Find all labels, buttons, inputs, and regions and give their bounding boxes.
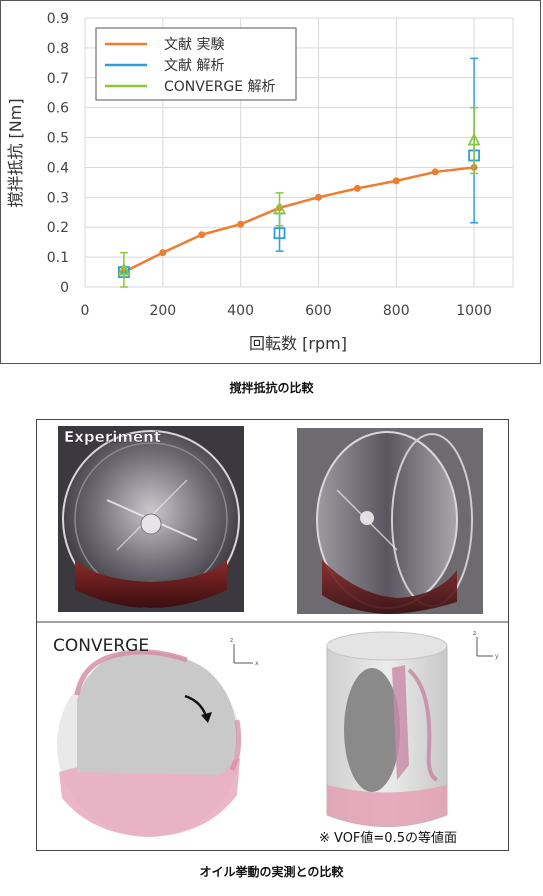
y-tick-label: 0.1 — [47, 250, 69, 266]
series-0-point — [314, 193, 322, 201]
svg-text:x: x — [255, 660, 259, 667]
figure1-caption: 撹拌抵抗の比較 — [229, 381, 314, 395]
y-axis-label: 撹拌抵抗 [Nm] — [6, 98, 25, 207]
y-tick-label: 0.4 — [47, 160, 69, 176]
legend-label-literature-analysis: 文献 解析 — [164, 58, 224, 74]
x-tick-label: 200 — [149, 303, 176, 319]
converge-simulation-oblique — [326, 631, 448, 827]
experiment-photo-front — [58, 426, 244, 612]
series-0-point — [198, 231, 206, 239]
chart-frame: 0 0.1 0.2 0.3 0.4 0.5 0.6 0.7 0.8 0.9 0 200 400 600 80… — [0, 0, 541, 364]
series-1-point — [273, 227, 286, 240]
stirring-resistance-chart: 0 0.1 0.2 0.3 0.4 0.5 0.6 0.7 0.8 0.9 0 200 400 600 80… — [6, 11, 514, 353]
series-2-point — [117, 262, 131, 276]
figure2-caption: オイル挙動の実測との比較 — [199, 865, 344, 879]
series-2-point — [273, 201, 287, 215]
y-tick-label: 0.8 — [47, 41, 69, 57]
x-tick-label: 600 — [305, 303, 332, 319]
series-0-point — [353, 184, 361, 192]
series-0-point — [392, 177, 400, 185]
legend-label-experiment: 文献 実験 — [164, 37, 224, 53]
x-axis-label: 回転数 [rpm] — [249, 334, 347, 353]
experiment-label: Experiment — [64, 428, 161, 446]
converge-simulation-front — [57, 649, 242, 837]
y-tick-label: 0.3 — [47, 190, 69, 206]
experiment-photo-oblique — [297, 428, 483, 614]
axis-triad-front: z x — [230, 637, 259, 667]
axis-triad-oblique: z y — [473, 630, 499, 660]
y-tick-label: 0.9 — [47, 11, 69, 27]
y-tick-label: 0.6 — [47, 101, 69, 117]
series-2-point — [467, 132, 481, 146]
vof-note: ※ VOF値=0.5の等値面 — [319, 830, 457, 846]
y-tick-label: 0.2 — [47, 220, 69, 236]
series-0-point — [431, 168, 439, 176]
chart-legend: 文献 実験 文献 解析 CONVERGE 解析 — [95, 27, 297, 101]
oil-behavior-illustration: Experiment CONVERGE z x — [37, 426, 508, 846]
x-tick-label: 1000 — [456, 303, 492, 319]
legend-label-converge-analysis: CONVERGE 解析 — [164, 79, 276, 95]
series-0-line — [123, 166, 475, 274]
series-0-point — [237, 220, 245, 228]
x-tick-label: 400 — [227, 303, 254, 319]
svg-text:z: z — [230, 637, 233, 644]
y-tick-label: 0 — [60, 280, 69, 296]
y-tick-label: 0.5 — [47, 131, 69, 147]
x-tick-label: 800 — [383, 303, 410, 319]
y-tick-label: 0.7 — [47, 71, 69, 87]
oil-behavior-comparison-panel: Experiment CONVERGE z x — [36, 419, 509, 851]
svg-text:z: z — [473, 630, 476, 637]
series-0-point — [159, 249, 167, 257]
x-tick-label: 0 — [81, 303, 90, 319]
svg-text:y: y — [495, 653, 499, 660]
converge-label: CONVERGE — [53, 636, 149, 656]
